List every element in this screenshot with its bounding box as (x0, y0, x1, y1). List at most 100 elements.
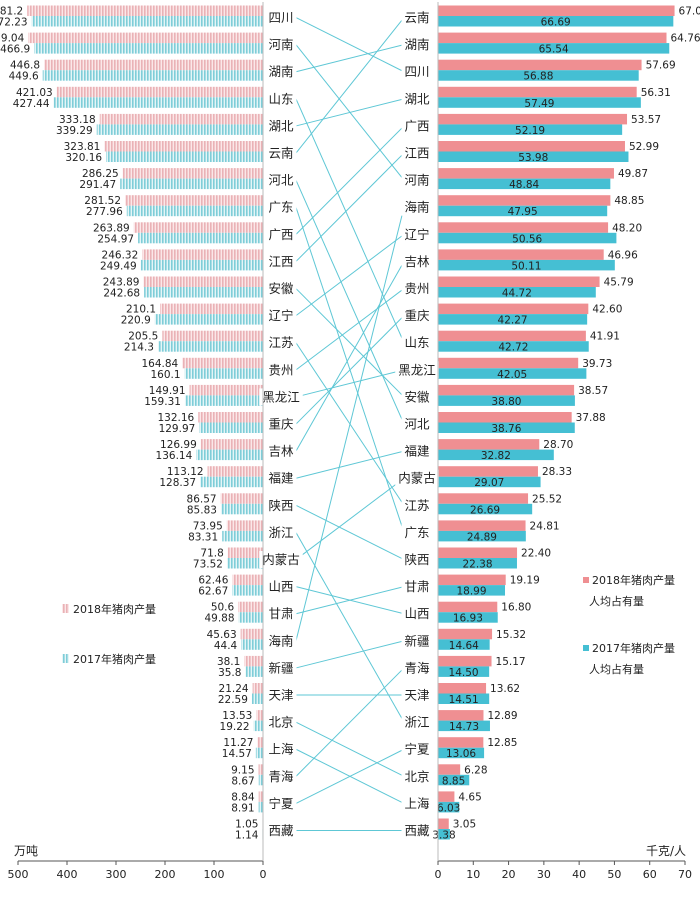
left-value-label-2017-row-23: 49.88 (204, 613, 234, 625)
left-province-label-row-6: 云南 (268, 146, 293, 161)
right-bar-2018-row-27 (438, 710, 484, 721)
right-bar-2017-row-2 (438, 43, 670, 54)
left-bar-2018-row-9 (133, 222, 263, 233)
left-value-label-2017-row-16: 129.97 (159, 423, 196, 435)
right-value-label-2017-row-24: 14.64 (449, 640, 479, 652)
right-bar-2017-row-16 (438, 422, 575, 433)
left-province-label-row-28: 上海 (268, 742, 294, 757)
left-value-label-2018-row-25: 38.1 (217, 656, 240, 668)
right-value-label-2018-row-5: 53.57 (631, 114, 661, 126)
left-value-label-2018-row-13: 205.5 (128, 331, 158, 343)
right-bar-2017-row-8 (438, 205, 608, 217)
right-value-label-2017-row-20: 24.89 (467, 531, 497, 543)
right-bar-2018-row-3 (438, 59, 642, 71)
right-province-label-row-5: 广西 (404, 118, 429, 133)
right-bar-2017-row-25 (438, 666, 490, 677)
right-value-label-2018-row-29: 6.28 (464, 764, 487, 776)
right-province-label-bg-row-16 (401, 415, 433, 433)
left-province-label-bg-row-2 (265, 36, 297, 54)
right-bar-2018-row-6 (438, 141, 625, 152)
right-bar-2018-row-5 (438, 113, 628, 125)
left-value-label-2018-row-7: 286.25 (82, 168, 119, 180)
left-value-label-2018-row-15: 149.91 (149, 385, 186, 397)
left-province-label-row-10: 江西 (268, 254, 293, 269)
right-tick-label-7: 60 (643, 868, 657, 881)
connector-layer (295, 17, 405, 832)
right-value-label-2017-row-28: 13.06 (446, 748, 476, 760)
left-bar-2017-row-6 (106, 151, 263, 162)
left-province-label-bg-row-17 (265, 442, 297, 460)
right-value-label-2017-row-14: 42.05 (497, 369, 527, 381)
left-value-label-2017-row-1: 472.23 (0, 17, 28, 29)
right-value-label-2017-row-17: 32.82 (481, 450, 511, 462)
right-province-label-row-10: 吉林 (404, 254, 430, 269)
right-value-label-2017-row-23: 16.93 (453, 613, 483, 625)
left-value-label-2018-row-10: 246.32 (102, 249, 139, 261)
left-province-label-bg-row-11 (265, 280, 297, 297)
right-bar-2018-row-8 (438, 195, 611, 206)
right-value-label-2017-row-6: 53.98 (518, 152, 548, 164)
right-value-label-2018-row-12: 42.60 (592, 304, 622, 316)
right-bar-2017-row-21 (438, 558, 517, 569)
right-bar-2018-row-9 (438, 222, 609, 233)
right-value-label-2018-row-15: 38.57 (578, 385, 608, 397)
right-bar-2017-row-22 (438, 585, 506, 596)
left-province-label-bg-row-27 (265, 713, 297, 731)
legend-label-left-2017: 2017年猪肉产量 (73, 652, 156, 666)
connector-row-19 (295, 504, 405, 560)
left-province-label-bg-row-13 (265, 334, 297, 352)
left-province-label-row-13: 江苏 (268, 335, 293, 350)
left-bar-2018-row-2 (28, 32, 263, 44)
legend-label-right-2018-line1: 2018年猪肉产量 (592, 573, 675, 587)
right-province-label-row-4: 湖北 (404, 91, 430, 106)
left-value-label-2017-row-30: 8.91 (231, 802, 254, 814)
left-value-label-2017-row-15: 159.31 (144, 396, 181, 408)
left-value-label-2017-row-29: 8.67 (231, 775, 254, 787)
right-bar-2018-row-1 (438, 5, 675, 16)
left-bar-2018-row-5 (99, 113, 264, 125)
right-bar-2017-row-17 (438, 449, 554, 461)
right-province-label-bg-row-4 (401, 90, 433, 108)
connector-row-24 (295, 207, 405, 641)
left-tick-label-4: 200 (155, 868, 176, 881)
right-province-label-row-19: 江苏 (404, 498, 429, 513)
right-value-label-2017-row-16: 38.76 (491, 423, 521, 435)
left-bar-2017-row-14 (184, 368, 263, 379)
right-value-label-2018-row-3: 57.69 (646, 60, 676, 72)
left-province-label-row-3: 湖南 (268, 64, 293, 79)
left-province-label-row-30: 宁夏 (268, 796, 294, 811)
left-province-labels: 四川河南湖南山东湖北云南河北广东广西江西安徽辽宁江苏贵州黑龙江重庆吉林福建陕西浙… (259, 9, 303, 839)
left-bar-2018-row-8 (125, 195, 263, 206)
right-bar-2018-row-20 (438, 520, 526, 531)
legend-swatch-right-2017 (583, 645, 589, 651)
left-value-label-2017-row-27: 19.22 (220, 721, 250, 733)
left-bar-2018-row-23 (238, 601, 263, 613)
left-bar-2017-row-2 (34, 43, 264, 54)
right-unit-label: 千克/人 (646, 844, 686, 858)
right-province-label-bg-row-1 (401, 9, 433, 26)
right-province-label-row-15: 安徽 (404, 389, 430, 404)
right-province-label-row-6: 江西 (404, 146, 429, 161)
left-bar-2018-row-28 (257, 737, 263, 748)
left-bar-2017-row-5 (96, 124, 264, 135)
connector-row-16 (295, 315, 405, 425)
right-value-label-2018-row-6: 52.99 (629, 141, 659, 153)
left-province-label-row-27: 北京 (268, 715, 293, 730)
left-province-label-bg-row-31 (265, 822, 297, 839)
right-bar-2017-row-26 (438, 693, 490, 704)
left-value-label-2018-row-29: 9.15 (231, 764, 254, 776)
right-bar-2018-row-18 (438, 466, 538, 477)
left-bar-2017-row-12 (154, 314, 263, 325)
left-bar-2017-row-22 (232, 585, 263, 596)
left-province-label-row-31: 西藏 (268, 823, 294, 838)
right-value-label-2018-row-16: 37.88 (576, 412, 606, 424)
connector-row-5 (295, 98, 405, 127)
legend-label-right-2017-line1: 2017年猪肉产量 (592, 641, 675, 655)
right-bar-2017-row-29 (438, 774, 470, 786)
left-bar-2018-row-22 (232, 574, 263, 586)
left-bar-2018-row-7 (122, 168, 263, 179)
right-value-label-2018-row-14: 39.73 (582, 358, 612, 370)
left-province-label-bg-row-5 (265, 117, 297, 135)
left-province-label-bg-row-7 (265, 171, 297, 189)
right-bar-2018-row-13 (438, 330, 586, 342)
